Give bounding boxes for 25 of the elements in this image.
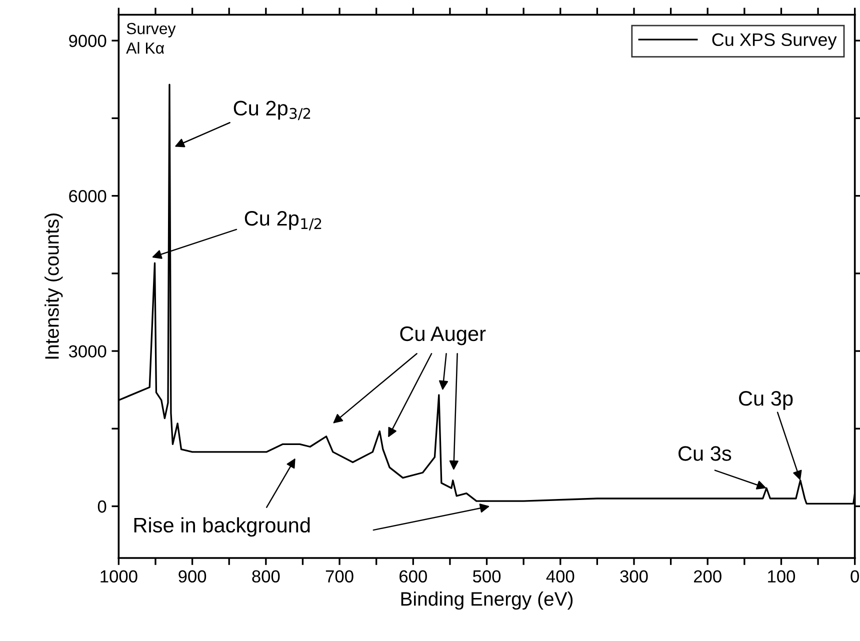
x-tick-label: 400 bbox=[546, 570, 574, 583]
legend-label: Cu XPS Survey bbox=[712, 33, 837, 50]
annotation: Cu 2p$_{3/2}$ bbox=[234, 100, 310, 120]
annotation: Survey Al Kα bbox=[126, 22, 176, 54]
y-tick-label: 6000 bbox=[69, 190, 106, 202]
annotation: Cu 3s bbox=[678, 446, 732, 461]
x-tick-label: 100 bbox=[768, 570, 796, 583]
x-tick-label: 1000 bbox=[100, 570, 138, 583]
x-tick-label: 800 bbox=[252, 570, 280, 583]
x-tick-label: 300 bbox=[620, 570, 648, 583]
annotation: Cu 2p$_{1/2}$ bbox=[244, 210, 322, 230]
x-tick-label: 500 bbox=[472, 570, 501, 583]
y-tick-label: 3000 bbox=[68, 345, 106, 358]
x-tick-label: 200 bbox=[694, 570, 722, 583]
x-tick-label: 600 bbox=[400, 570, 427, 583]
annotation: Rise in background bbox=[134, 517, 310, 537]
x-tick-label: 900 bbox=[178, 570, 206, 583]
x-axis-title: Binding Energy (eV) bbox=[401, 592, 573, 610]
annotation: Cu 3p bbox=[739, 391, 793, 410]
y-tick-label: 9000 bbox=[69, 34, 106, 48]
y-axis-title: Intensity (counts) bbox=[44, 214, 63, 359]
x-tick-label: 0 bbox=[850, 570, 859, 583]
annotation: Cu Auger bbox=[400, 326, 486, 346]
y-tick-label: 0 bbox=[98, 500, 106, 513]
x-tick-label: 700 bbox=[326, 570, 354, 583]
